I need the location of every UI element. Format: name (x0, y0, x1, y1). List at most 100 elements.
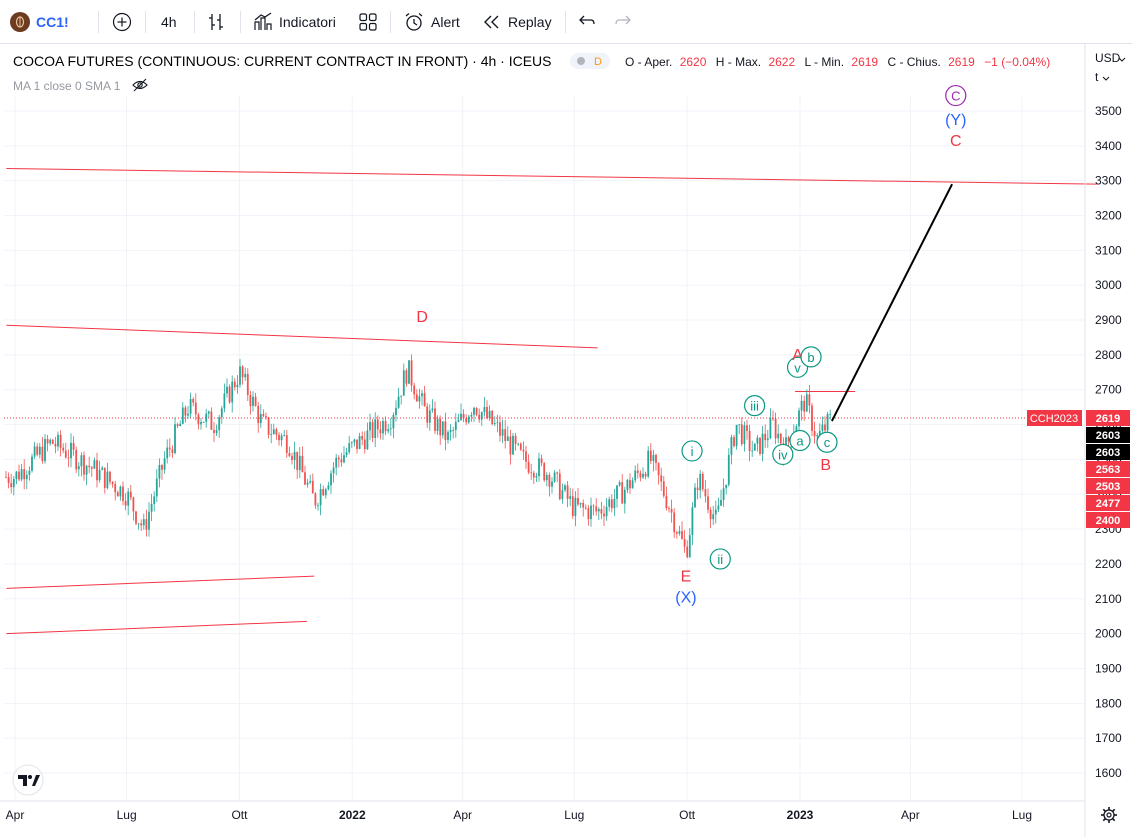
interval-button[interactable]: 4h (161, 0, 177, 44)
tradingview-logo[interactable] (12, 764, 44, 796)
candle-body (85, 465, 88, 475)
candle-body (31, 456, 33, 471)
candle-body (311, 480, 314, 494)
candle-body (93, 460, 96, 469)
candle-body (727, 454, 730, 485)
candle-body (142, 519, 145, 526)
wave-label-circle (681, 440, 703, 462)
candle-body (499, 422, 501, 436)
time-tick-label: Ott (679, 808, 696, 822)
candle-body (566, 485, 569, 499)
price-tick-label: 3200 (1095, 209, 1122, 223)
candle-body (418, 396, 421, 402)
candle-body (218, 417, 221, 431)
candle-body (148, 511, 150, 530)
candle-body (306, 482, 309, 485)
templates-button[interactable] (358, 0, 378, 44)
price-tag (1086, 512, 1130, 528)
price-tag (1086, 461, 1130, 477)
session-badge[interactable] (570, 53, 610, 69)
compare-button[interactable] (111, 0, 133, 44)
redo-button[interactable] (614, 0, 634, 44)
candle-body (779, 433, 782, 444)
replay-label: Replay (508, 14, 552, 30)
candle-body (603, 513, 605, 517)
wave-label: C (951, 89, 960, 104)
candle-body (62, 447, 65, 451)
chart-type-button[interactable] (205, 0, 227, 44)
symbol-label: CC1! (36, 14, 69, 30)
candle-body (283, 435, 286, 436)
trend-line (6, 620, 307, 635)
price-tick-label: 2000 (1095, 627, 1122, 641)
candle-body (106, 471, 109, 488)
candle-body (384, 421, 387, 432)
plus-circle-icon (111, 11, 133, 33)
candle-body (824, 424, 826, 431)
price-tick-label: 1800 (1095, 696, 1122, 710)
candle-body (488, 410, 491, 419)
candle-body (327, 485, 330, 490)
eye-hidden-icon[interactable] (132, 78, 148, 92)
candle-body (18, 471, 20, 480)
candle-body (278, 434, 280, 441)
candle-body (636, 470, 639, 473)
candle-body (90, 467, 93, 469)
candle-body (103, 467, 106, 488)
time-tick-label: Apr (901, 808, 920, 822)
trend-lines (6, 167, 1097, 635)
ohlc-legend: O - Aper. 2620 H - Max. 2622 L - Min. 26… (625, 55, 1050, 69)
candle-body (54, 443, 57, 447)
candle-body (415, 394, 418, 402)
candle-body (171, 449, 174, 453)
candle-body (7, 477, 10, 484)
price-tick-label: 3500 (1095, 104, 1122, 118)
settings-gear-icon[interactable] (1101, 807, 1117, 823)
candle-body (592, 505, 595, 507)
candle-body (163, 458, 166, 470)
low-value: 2619 (851, 55, 878, 69)
candle-body (275, 429, 278, 435)
candle-body (673, 512, 676, 533)
candle-body (441, 421, 444, 436)
chevron-down-icon (1102, 76, 1110, 81)
symbol-price-tag (1027, 410, 1082, 426)
candle-body (688, 535, 691, 558)
time-tick-label: Apr (6, 808, 25, 822)
price-tag-label: 2563 (1096, 464, 1120, 476)
price-tag-label: 2603 (1096, 447, 1120, 459)
candle-body (319, 489, 322, 506)
candle-body (174, 424, 176, 453)
candle-body (132, 497, 135, 512)
candle-body (821, 424, 824, 431)
candle-body (122, 486, 124, 502)
candle-body (660, 475, 663, 482)
indicators-button[interactable]: Indicatori (253, 0, 336, 44)
replay-button[interactable]: Replay (482, 0, 552, 44)
symbol-search-button[interactable]: CC1! (10, 0, 69, 44)
candle-body (10, 483, 13, 488)
candle-body (423, 393, 426, 407)
candle-body (452, 429, 455, 431)
candle-body (77, 466, 80, 470)
unit-selector[interactable]: t (1095, 70, 1099, 84)
alert-button[interactable]: Alert (403, 0, 460, 44)
price-tick-label: 3400 (1095, 139, 1122, 153)
currency-selector[interactable]: USD (1095, 51, 1121, 65)
candle-body (231, 381, 234, 403)
candle-body (465, 418, 468, 423)
candle-body (816, 435, 819, 437)
candle-body (145, 519, 148, 530)
candle-body (735, 424, 738, 447)
high-value: 2622 (768, 55, 795, 69)
candle-body (553, 472, 556, 482)
candle-body (80, 455, 83, 467)
candle-body (587, 508, 590, 520)
candle-body (483, 406, 486, 413)
candle-body (366, 430, 369, 450)
undo-button[interactable] (576, 0, 596, 44)
candle-body (522, 449, 525, 452)
candle-body (324, 489, 327, 496)
